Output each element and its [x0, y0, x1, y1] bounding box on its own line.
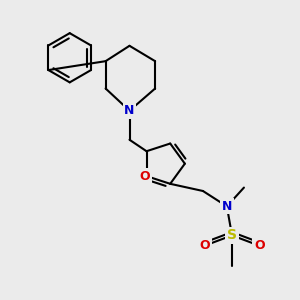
- Text: O: O: [199, 239, 210, 252]
- Text: O: O: [140, 169, 150, 183]
- Text: N: N: [124, 104, 135, 117]
- Text: S: S: [227, 228, 237, 242]
- Text: N: N: [222, 200, 232, 213]
- Text: O: O: [254, 239, 265, 252]
